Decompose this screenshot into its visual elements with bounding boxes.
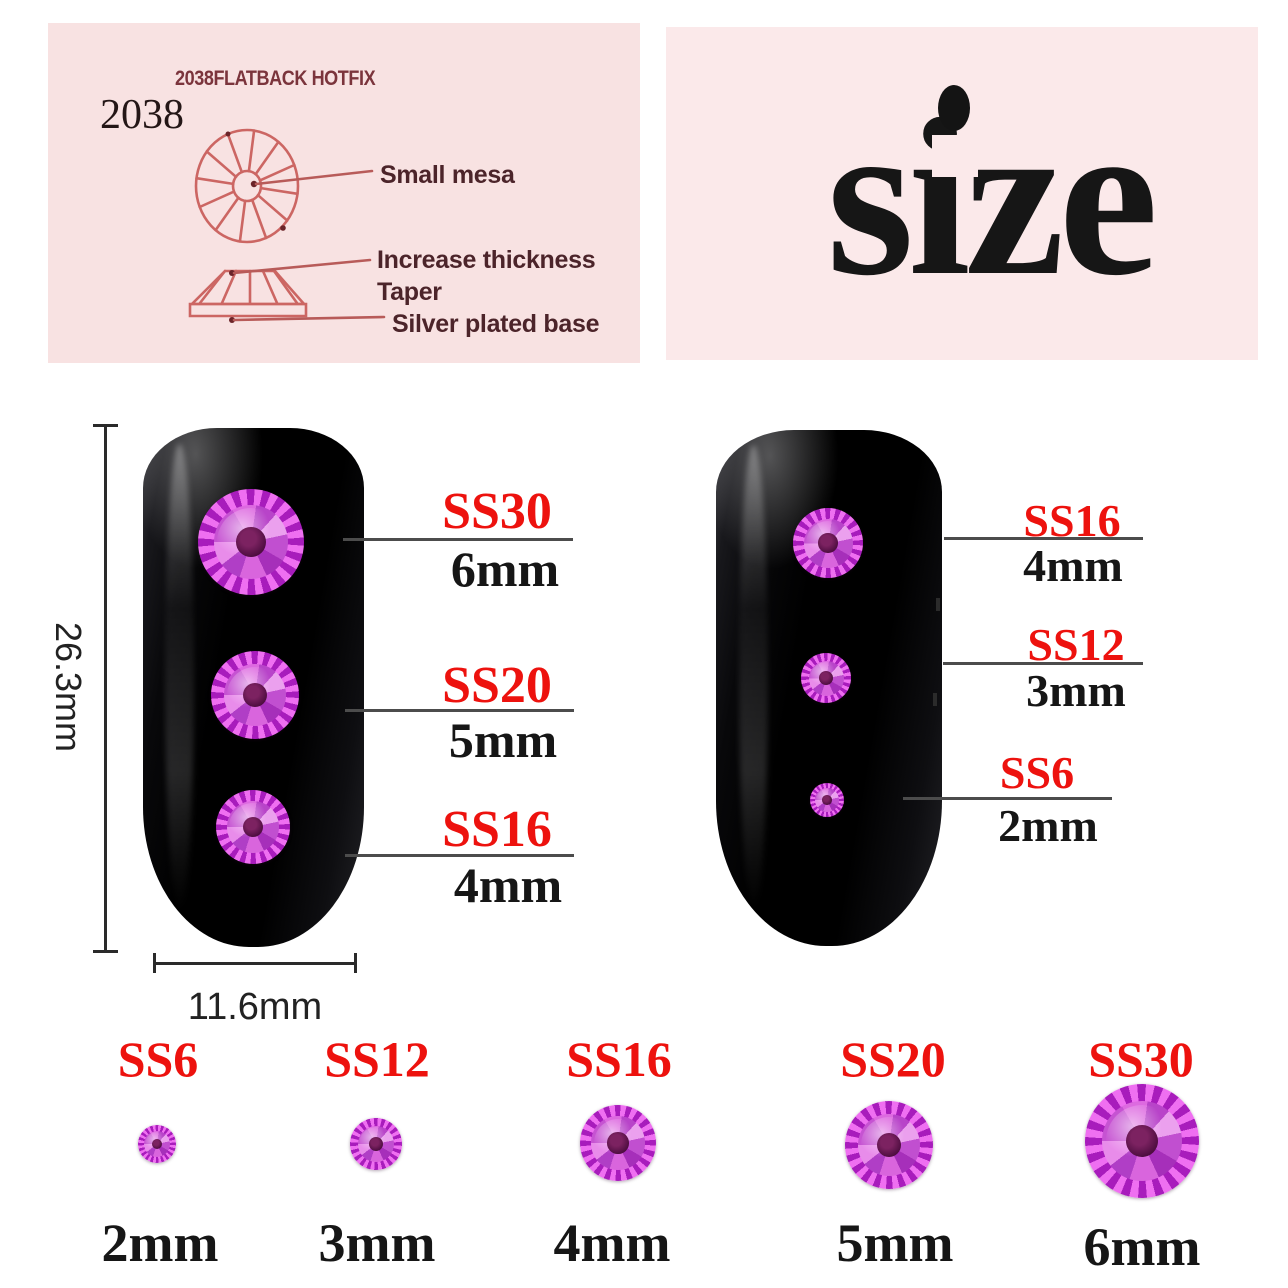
stone-ss12 [801, 653, 851, 703]
stone-core [242, 682, 268, 708]
nail-edge-tick [936, 598, 940, 611]
stone-ss6 [810, 783, 844, 817]
callout-size-6mm: 6mm [450, 541, 560, 597]
stone-ss16-right [793, 508, 863, 578]
chart-stone-ss30 [1085, 1084, 1199, 1198]
label-increase-thickness: Increase thickness [377, 246, 596, 274]
stone-core [818, 533, 838, 553]
chart-size-5mm: 5mm [836, 1213, 954, 1273]
stone-core [822, 795, 832, 805]
callout-code-ss30: SS30 [442, 483, 552, 540]
spec-panel: 2038FLATBACK HOTFIX 2038 Small mesa Incr… [48, 23, 640, 363]
vertical-dimension-cap-bottom [93, 950, 118, 953]
leader-line [944, 537, 1143, 540]
chart-stone-ss12 [350, 1118, 402, 1170]
stone-core [236, 527, 266, 557]
chart-code-ss12: SS12 [324, 1031, 430, 1087]
callout-size-2mm: 2mm [998, 800, 1098, 851]
oversized-i-dot [938, 85, 970, 131]
stone-core [242, 816, 264, 838]
mesa-dot [250, 180, 258, 188]
wheel-outline [194, 128, 300, 244]
size-heading: size [826, 72, 1159, 322]
stone-core [819, 671, 833, 685]
label-silver-plated-base: Silver plated base [392, 310, 600, 338]
callout-code-ss6: SS6 [999, 747, 1075, 798]
chart-stone-ss20 [845, 1101, 933, 1189]
spec-panel-title: 2038FLATBACK HOTFIX [175, 67, 376, 90]
idot-cover [932, 135, 978, 177]
callout-size-5mm: 5mm [448, 712, 558, 768]
label-taper: Taper [377, 278, 442, 306]
wheel-center-circle [231, 169, 263, 203]
rhinestone-diagram [188, 128, 386, 323]
mesa-leader-line [254, 169, 374, 186]
callout-size-3mm: 3mm [1026, 665, 1126, 716]
leader-line [345, 854, 574, 857]
stone-core [368, 1136, 384, 1152]
callout-size-4mm-right: 4mm [1023, 540, 1123, 591]
nail-edge-tick [933, 693, 937, 706]
stone-core [607, 1132, 629, 1154]
nail-length-value: 26.3mm [48, 621, 89, 753]
leader-line [343, 538, 573, 541]
sideview-base [188, 302, 308, 318]
horizontal-dimension-tick-right [354, 953, 357, 973]
nail-width-value: 11.6mm [187, 986, 323, 1028]
chart-stone-ss6 [138, 1125, 176, 1163]
base-leader-line [232, 315, 386, 322]
stone-core [1126, 1125, 1158, 1157]
stone-core [151, 1138, 163, 1150]
leader-line [903, 797, 1112, 800]
chart-code-ss6: SS6 [117, 1031, 199, 1087]
stone-ss30 [198, 489, 304, 595]
size-panel: size [666, 27, 1258, 360]
callout-code-ss16-left: SS16 [442, 801, 552, 858]
vertical-dimension-cap-top [93, 424, 118, 427]
horizontal-dimension-line [154, 962, 357, 965]
stone-ss20 [211, 651, 299, 739]
label-small-mesa: Small mesa [380, 161, 515, 189]
chart-size-6mm: 6mm [1083, 1217, 1201, 1277]
horizontal-dimension-tick-left [153, 953, 156, 973]
vertical-dimension-line [104, 425, 107, 953]
chart-code-ss20: SS20 [840, 1031, 946, 1087]
chart-size-2mm: 2mm [101, 1213, 219, 1273]
callout-code-ss20: SS20 [442, 657, 552, 714]
chart-size-3mm: 3mm [318, 1213, 436, 1273]
stone-core [876, 1132, 902, 1158]
thickness-leader-line [232, 258, 372, 275]
callout-code-ss16-right: SS16 [1023, 495, 1121, 546]
callout-code-ss12: SS12 [1027, 619, 1125, 670]
chart-code-ss16: SS16 [566, 1031, 672, 1087]
model-number: 2038 [100, 92, 184, 138]
chart-size-4mm: 4mm [553, 1213, 671, 1273]
chart-stone-ss16 [580, 1105, 656, 1181]
leader-line [345, 709, 574, 712]
stone-ss16-left [216, 790, 290, 864]
callout-size-4mm-left: 4mm [453, 857, 563, 913]
chart-code-ss30: SS30 [1088, 1031, 1194, 1087]
leader-line [943, 662, 1143, 665]
